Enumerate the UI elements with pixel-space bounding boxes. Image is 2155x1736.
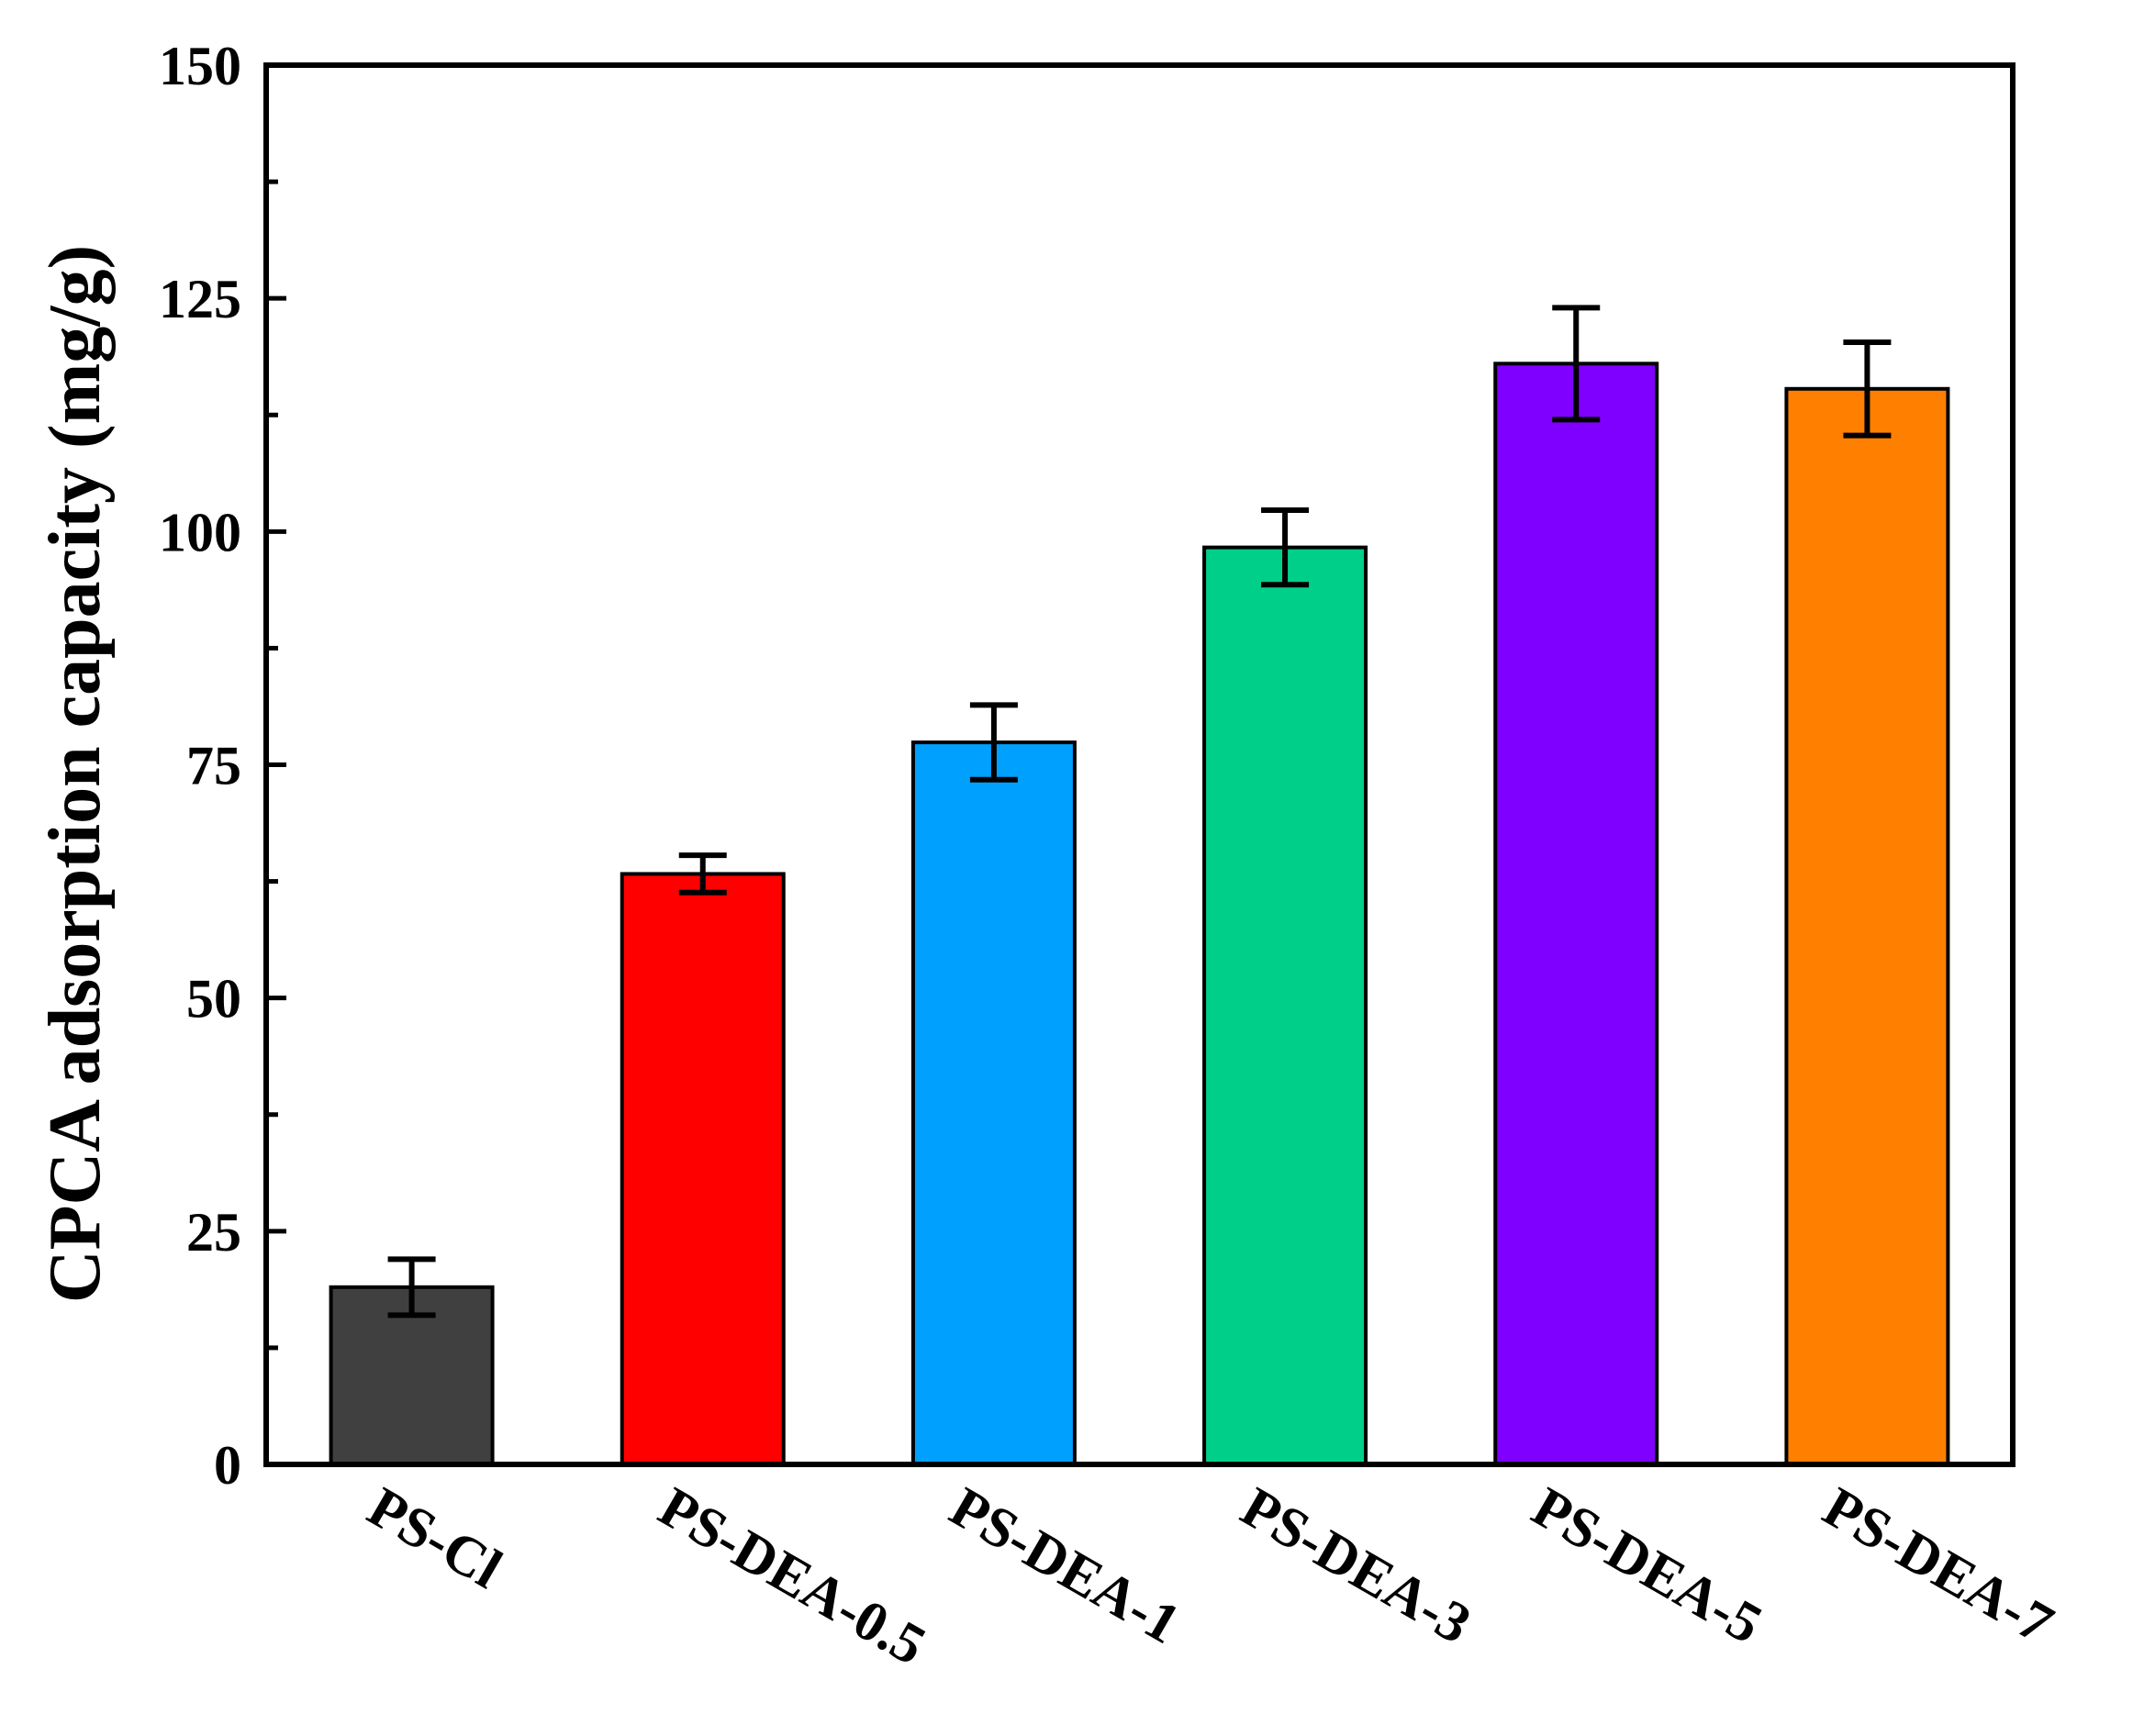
bars-layer [329,362,1950,1467]
plot-frame [263,62,2015,1467]
x-tick-label-ps-cl: PS-Cl [358,1475,512,1600]
y-tick-label-50: 50 [186,969,241,1029]
x-tick-label-ps-dea-0-5: PS-DEA-0.5 [649,1475,936,1677]
bar-ps-dea-5 [1493,362,1659,1466]
y-axis-title: CPCA adsorption capacity (mg/g) [35,245,116,1303]
error-bar-ps-dea-1 [969,702,1018,783]
error-bar-ps-dea-3 [1261,506,1310,588]
error-bar-ps-dea-0-5 [678,852,727,896]
x-tick-label-ps-dea-5: PS-DEA-5 [1522,1475,1772,1656]
x-axis: PS-Cl PS-DEA-0.5 PS-DEA-1 PS-DEA-3 PS-DEA-5 P… [358,1475,2063,1677]
y-tick-label-100: 100 [159,502,241,562]
x-tick-label-ps-dea-7: PS-DEA-7 [1813,1475,2063,1656]
bar-ps-dea-3 [1202,545,1368,1466]
bar-ps-dea-0-5 [620,872,786,1466]
y-tick-label-25: 25 [186,1202,241,1263]
bar-ps-dea-1 [910,740,1077,1466]
y-tick-label-0: 0 [214,1435,241,1496]
y-axis: 0 25 50 75 100 125 150 [159,36,286,1496]
x-tick-label-ps-dea-3: PS-DEA-3 [1231,1475,1481,1656]
error-bar-ps-dea-7 [1843,339,1892,439]
y-tick-label-150: 150 [159,36,241,96]
x-tick-label-ps-dea-1: PS-DEA-1 [940,1475,1190,1656]
bar-ps-dea-7 [1784,386,1950,1466]
error-bar-ps-dea-5 [1552,305,1601,423]
y-tick-label-75: 75 [186,736,241,796]
error-bar-ps-cl [387,1256,436,1319]
error-bars-layer [387,305,1892,1319]
y-tick-label-125: 125 [159,269,241,329]
